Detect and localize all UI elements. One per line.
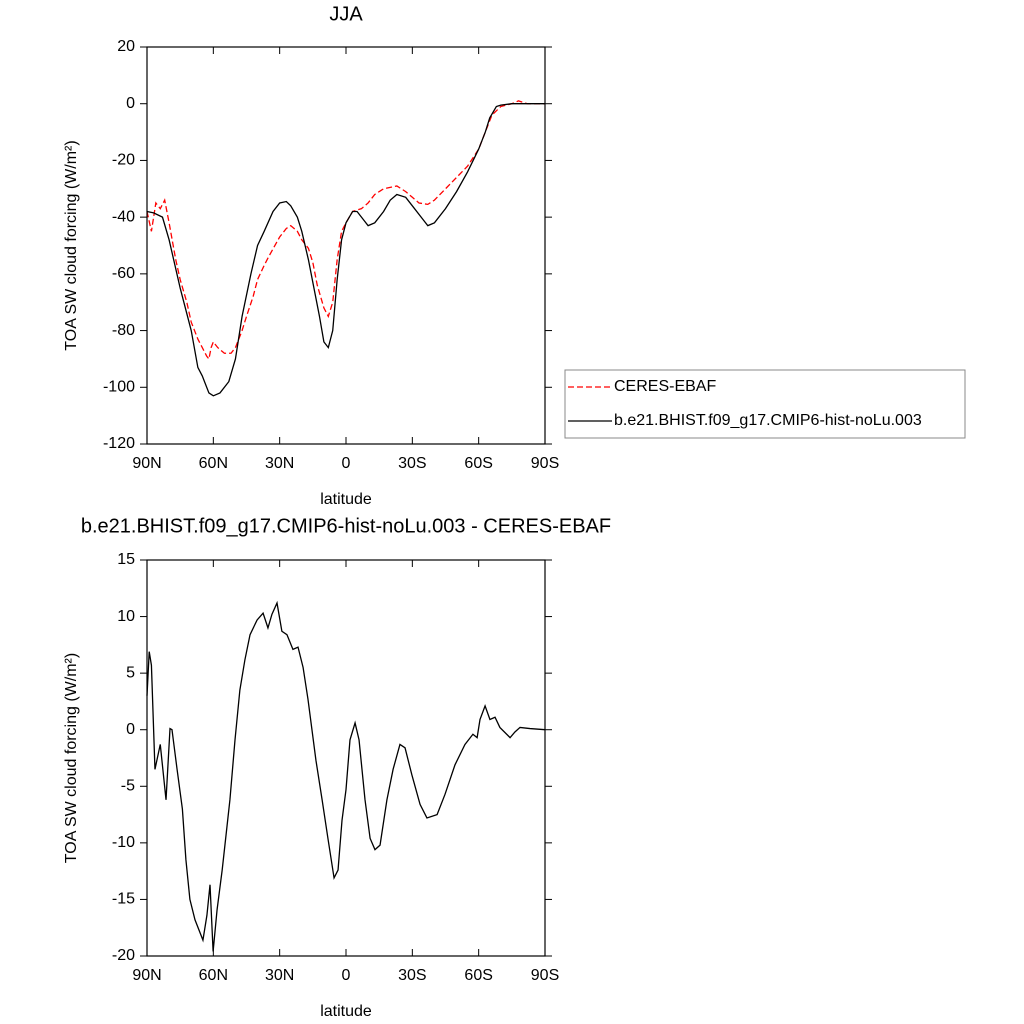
- series-line: [146, 600, 546, 952]
- y-tick-label: -20: [112, 152, 135, 169]
- y-axis-label: TOA SW cloud forcing (W/m²): [63, 653, 80, 863]
- legend-box: [564, 369, 966, 439]
- x-tick-label: 60N: [199, 455, 228, 472]
- y-tick-label: -20: [112, 947, 135, 964]
- chart-title: b.e21.BHIST.f09_g17.CMIP6-hist-noLu.003 …: [81, 515, 611, 537]
- plot-frame: [146, 559, 546, 957]
- x-tick-label: 30S: [398, 967, 426, 984]
- y-tick-label: 0: [126, 95, 135, 112]
- x-tick-label: 0: [342, 967, 351, 984]
- y-tick-label: 20: [117, 38, 135, 55]
- plot-frame: [146, 46, 546, 445]
- y-tick-label: 0: [126, 721, 135, 738]
- x-tick-label: 90S: [531, 455, 559, 472]
- x-tick-label: 30N: [265, 967, 294, 984]
- x-tick-label: 60S: [464, 455, 492, 472]
- y-tick-label: -80: [112, 322, 135, 339]
- legend-label: b.e21.BHIST.f09_g17.CMIP6-hist-noLu.003: [614, 412, 922, 429]
- x-tick-label: 90N: [132, 967, 161, 984]
- x-tick-label: 90S: [531, 967, 559, 984]
- series-line: [146, 100, 545, 361]
- y-axis-label: TOA SW cloud forcing (W/m²): [63, 140, 80, 350]
- y-tick-label: -15: [112, 891, 135, 908]
- y-tick-label: -40: [112, 208, 135, 225]
- x-axis-label: latitude: [320, 1003, 372, 1020]
- x-tick-label: 30N: [265, 455, 294, 472]
- y-tick-label: -5: [121, 778, 135, 795]
- y-tick-label: -120: [103, 435, 135, 452]
- x-tick-label: 60N: [199, 967, 228, 984]
- y-tick-label: -10: [112, 834, 135, 851]
- x-tick-label: 90N: [132, 455, 161, 472]
- y-tick-label: 10: [117, 608, 135, 625]
- chart-title: JJA: [329, 3, 363, 25]
- x-tick-label: 30S: [398, 455, 426, 472]
- y-tick-label: 15: [117, 551, 135, 568]
- x-axis-label: latitude: [320, 491, 372, 508]
- legend-label: CERES-EBAF: [614, 378, 716, 395]
- y-tick-label: -60: [112, 265, 135, 282]
- series-line: [146, 103, 545, 397]
- x-tick-label: 0: [342, 455, 351, 472]
- y-tick-label: 5: [126, 664, 135, 681]
- x-tick-label: 60S: [464, 967, 492, 984]
- y-tick-label: -100: [103, 379, 135, 396]
